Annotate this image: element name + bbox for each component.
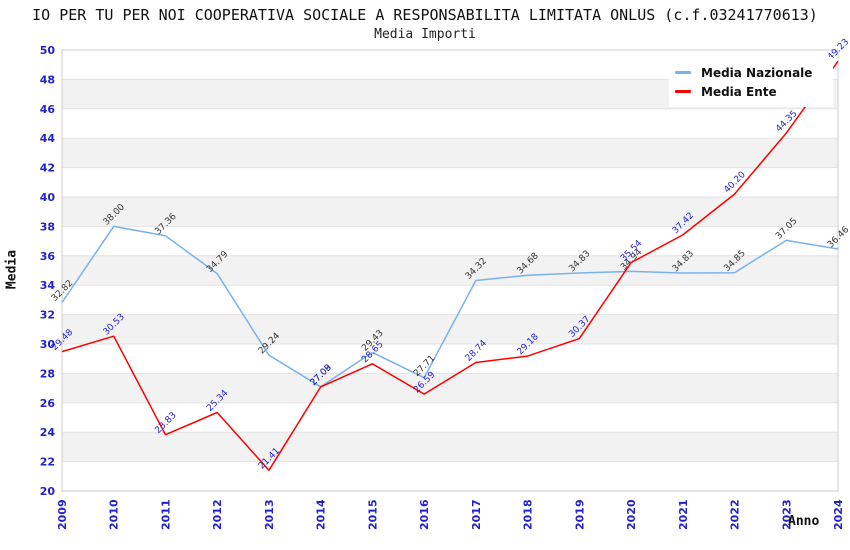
y-tick-label: 28 bbox=[40, 367, 55, 380]
plot-band bbox=[62, 138, 838, 168]
legend-label: Media Ente bbox=[701, 84, 777, 99]
y-tick-label: 22 bbox=[40, 456, 55, 469]
plot-band bbox=[62, 255, 838, 286]
x-tick-label: 2015 bbox=[366, 499, 379, 530]
x-axis-title: Anno bbox=[788, 514, 820, 529]
x-tick-label: 2021 bbox=[677, 499, 690, 530]
series-swatch-icon bbox=[675, 71, 691, 74]
x-tick-label: 2010 bbox=[108, 499, 121, 530]
x-tick-label: 2023 bbox=[780, 499, 793, 530]
y-tick-label: 46 bbox=[40, 103, 56, 116]
x-tick-label: 2013 bbox=[263, 499, 276, 530]
x-tick-label: 2024 bbox=[832, 499, 845, 530]
x-tick-label: 2012 bbox=[211, 499, 224, 530]
plot-band bbox=[62, 432, 838, 462]
y-tick-label: 34 bbox=[40, 279, 56, 292]
plot-border bbox=[61, 49, 839, 492]
x-tick-label: 2016 bbox=[418, 499, 431, 530]
y-axis-title: Media bbox=[4, 249, 20, 290]
y-tick-label: 38 bbox=[40, 220, 55, 233]
x-tick-label: 2009 bbox=[56, 499, 69, 530]
x-tick-label: 2019 bbox=[573, 499, 586, 530]
y-tick-label: 40 bbox=[40, 191, 56, 204]
chart-subtitle: Media Importi bbox=[374, 27, 476, 42]
y-tick-label: 26 bbox=[40, 397, 56, 410]
x-tick-label: 2011 bbox=[159, 499, 172, 530]
x-tick-label: 2014 bbox=[315, 499, 328, 530]
series-swatch-icon bbox=[675, 90, 691, 93]
data-point-label: 44.35 bbox=[774, 109, 799, 134]
legend-label: Media Nazionale bbox=[701, 65, 813, 80]
series-line bbox=[61, 60, 839, 472]
chart-title: IO PER TU PER NOI COOPERATIVA SOCIALE A … bbox=[32, 6, 818, 24]
plot-band bbox=[62, 197, 838, 227]
legend-item-media-ente[interactable]: Media Ente bbox=[675, 82, 833, 101]
legend: Media Nazionale Media Ente bbox=[669, 57, 833, 107]
y-tick-label: 36 bbox=[40, 250, 56, 263]
legend-item-media-nazionale[interactable]: Media Nazionale bbox=[675, 63, 833, 82]
x-tick-label: 2022 bbox=[729, 499, 742, 530]
y-tick-label: 42 bbox=[40, 162, 55, 175]
y-tick-label: 32 bbox=[40, 309, 55, 322]
y-tick-label: 24 bbox=[40, 426, 56, 439]
x-tick-label: 2020 bbox=[625, 499, 638, 530]
y-tick-label: 20 bbox=[40, 485, 56, 498]
y-tick-label: 30 bbox=[40, 338, 56, 351]
y-tick-label: 44 bbox=[40, 132, 56, 145]
x-tick-label: 2017 bbox=[470, 499, 483, 530]
y-tick-label: 50 bbox=[40, 44, 56, 57]
series-line bbox=[61, 225, 839, 388]
y-tick-label: 48 bbox=[40, 73, 55, 86]
x-tick-label: 2018 bbox=[522, 499, 535, 530]
